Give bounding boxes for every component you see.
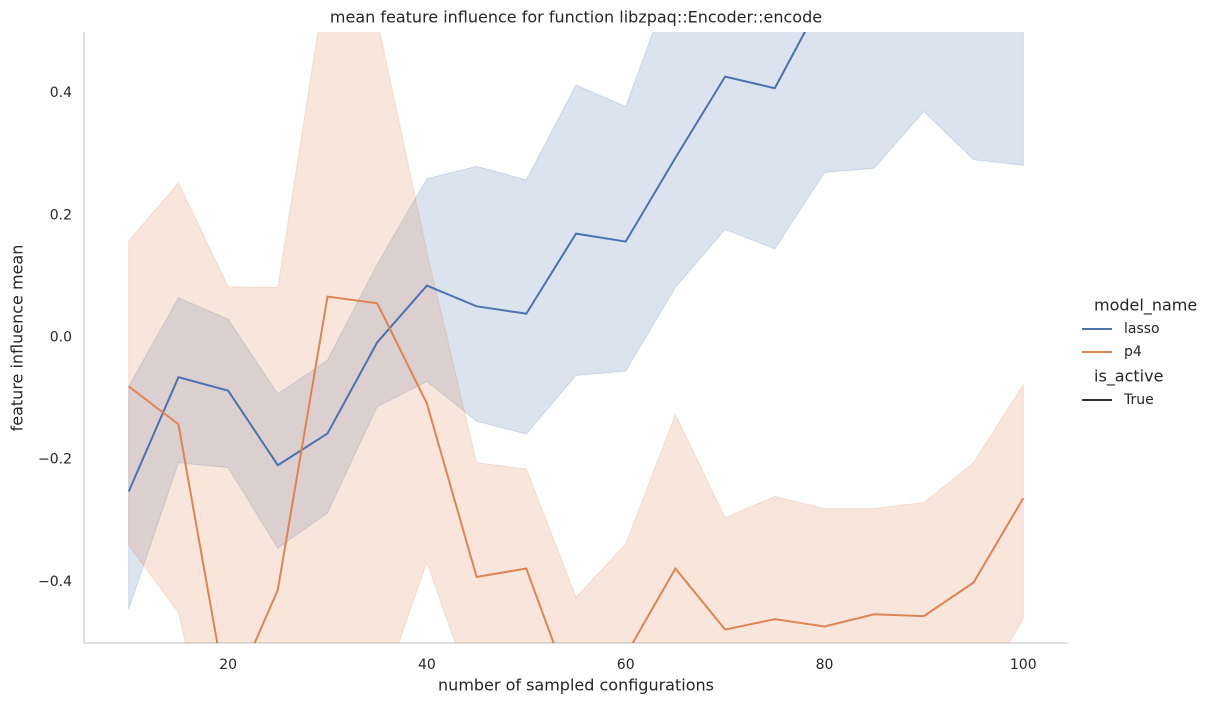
x-tick-label: 20 [219, 657, 237, 673]
line [128, 295, 1025, 643]
x-tick-label: 100 [1010, 657, 1037, 673]
y-tick-label: 0.0 [50, 330, 72, 346]
legend-label: True [1123, 392, 1154, 408]
x-tick-label: 40 [418, 657, 436, 673]
legend-title: is_active [1094, 367, 1163, 387]
x-tick-label: 80 [816, 657, 834, 673]
line [127, 32, 807, 492]
y-axis-label: feature influence mean [8, 245, 27, 432]
confidence-band [128, 32, 1024, 643]
plot-area [127, 32, 1025, 643]
y-tick-label: −0.4 [38, 574, 72, 590]
confidence-band [128, 32, 1024, 610]
y-tick-label: 0.2 [50, 207, 72, 223]
legend-label: p4 [1124, 344, 1142, 360]
y-tick-label: −0.2 [38, 452, 72, 468]
x-tick-label: 60 [617, 657, 635, 673]
x-axis-label: number of sampled configurations [438, 676, 714, 695]
legend-title: model_name [1094, 296, 1197, 316]
chart-title: mean feature influence for function libz… [330, 8, 822, 27]
y-tick-label: 0.4 [50, 85, 72, 101]
legend-label: lasso [1124, 321, 1160, 337]
